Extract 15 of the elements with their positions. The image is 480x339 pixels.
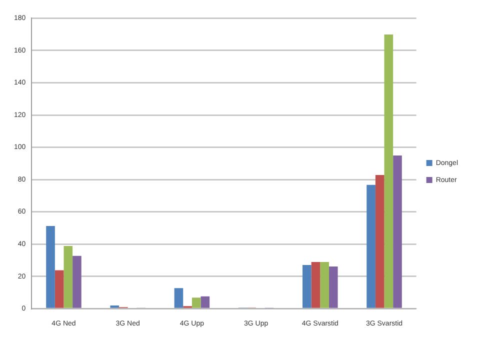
bar: [375, 175, 384, 308]
bar: [328, 266, 338, 308]
bar: [174, 288, 184, 308]
bar: [302, 265, 312, 308]
bar: [192, 298, 201, 308]
bar: [200, 296, 210, 308]
bar: [320, 262, 329, 308]
bar: [54, 270, 64, 308]
bar: [366, 184, 376, 308]
bar: [46, 226, 55, 308]
bar: [64, 246, 73, 308]
bar: [384, 34, 394, 308]
bar: [72, 256, 82, 308]
bar: [393, 155, 402, 308]
bar: [311, 262, 320, 308]
